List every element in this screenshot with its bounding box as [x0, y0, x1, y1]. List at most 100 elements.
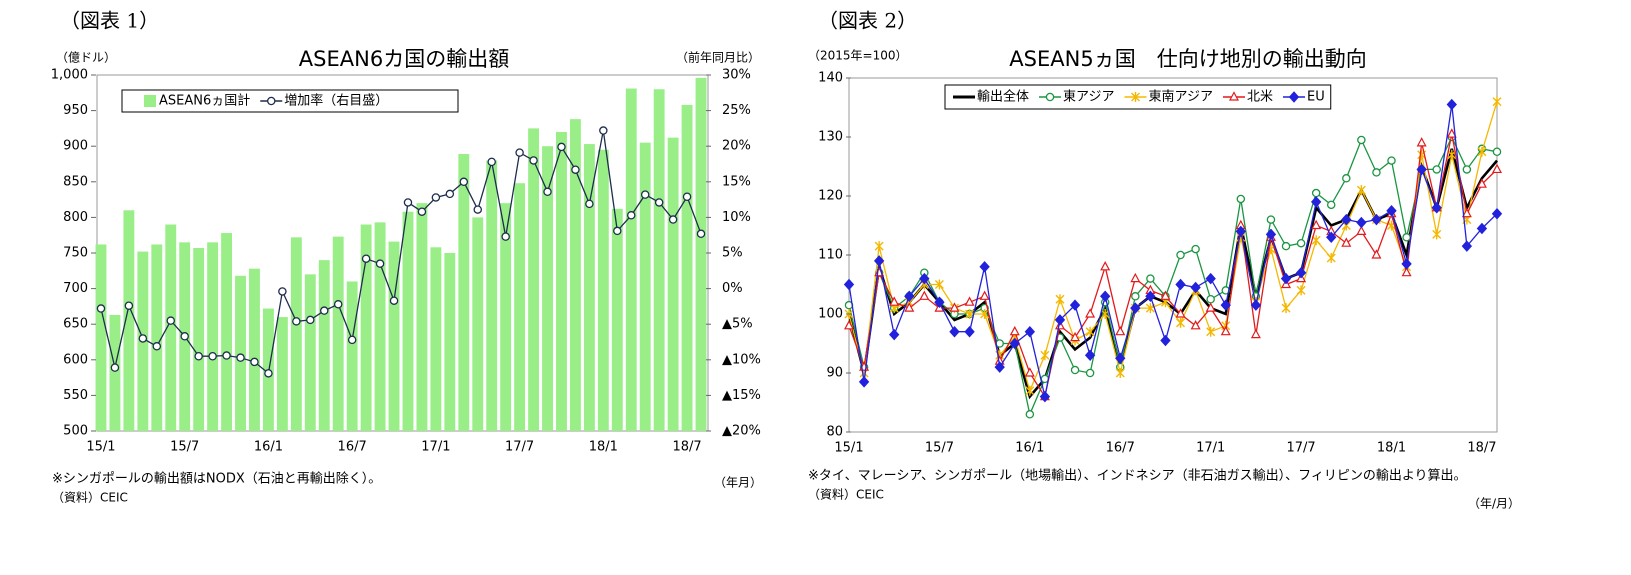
marker — [1266, 215, 1276, 224]
marker — [1326, 252, 1336, 263]
legend-marker — [1228, 91, 1239, 101]
marker — [1387, 156, 1396, 165]
marker — [250, 357, 259, 367]
legend-label: ASEAN6ヵ国計 — [159, 93, 250, 109]
y2-tick-label: 20% — [722, 139, 751, 154]
bar — [472, 217, 484, 431]
marker — [640, 190, 650, 199]
marker — [682, 192, 692, 202]
bar — [430, 247, 442, 431]
marker — [1160, 334, 1171, 347]
legend-item: 東南アジア — [1124, 89, 1213, 105]
marker — [1296, 285, 1306, 296]
bar — [123, 210, 135, 431]
bar — [290, 237, 302, 431]
y-tick-label: 900 — [63, 139, 88, 154]
bar — [221, 233, 233, 431]
y-tick-label: 80 — [826, 425, 843, 440]
bar — [681, 104, 693, 432]
bar — [235, 275, 246, 431]
legend-item: 東アジア — [1039, 89, 1115, 105]
bar — [444, 253, 456, 431]
marker — [1476, 222, 1488, 235]
marker — [1115, 368, 1125, 378]
marker — [557, 142, 566, 152]
legend-swatch — [144, 95, 156, 107]
marker — [1265, 228, 1277, 241]
x-tick-label: 16/1 — [254, 440, 283, 455]
marker — [459, 177, 469, 187]
marker — [1356, 185, 1366, 196]
x-tick-label: 17/1 — [421, 440, 450, 455]
x-tick-label: 18/1 — [1377, 441, 1406, 456]
marker — [1311, 219, 1322, 230]
marker — [844, 320, 854, 330]
figure-label: （図表 2） — [818, 9, 917, 33]
marker — [1462, 165, 1472, 174]
marker — [166, 316, 175, 325]
marker — [1461, 240, 1473, 252]
bar — [667, 137, 679, 431]
marker — [1431, 202, 1442, 214]
marker — [124, 301, 134, 310]
marker — [1446, 98, 1457, 111]
marker — [1176, 317, 1186, 328]
y2-tick-label: ▲15% — [722, 388, 761, 403]
bar — [528, 128, 540, 431]
marker — [194, 351, 203, 361]
marker — [1235, 225, 1246, 238]
marker — [278, 287, 287, 296]
y2-tick-label: ▲5% — [722, 317, 753, 332]
y-tick-label: 950 — [63, 103, 88, 118]
marker — [1175, 278, 1186, 291]
bar — [109, 314, 121, 431]
marker — [1205, 302, 1216, 312]
y2-tick-label: ▲10% — [722, 352, 761, 367]
chart: （図表 2） ASEAN5ヵ国 仕向け地別の輸出動向 （2015年=100） ※タイ、… — [808, 9, 1520, 511]
legend-marker — [266, 96, 276, 106]
marker — [208, 351, 217, 361]
marker — [1447, 149, 1457, 160]
marker — [1476, 178, 1487, 188]
bar — [346, 281, 358, 431]
bar — [611, 208, 623, 431]
marker — [696, 229, 706, 239]
bar — [374, 222, 386, 431]
marker — [1310, 196, 1322, 208]
marker — [1492, 147, 1502, 156]
marker — [1085, 308, 1096, 318]
y-tick-label: 700 — [63, 281, 88, 296]
marker — [1130, 302, 1141, 314]
marker — [333, 300, 343, 309]
marker — [873, 255, 885, 267]
marker — [919, 290, 930, 300]
legend-marker — [1131, 92, 1140, 102]
y2-tick-label: 10% — [722, 210, 751, 225]
bar — [416, 203, 428, 431]
plot-area — [95, 74, 709, 432]
y-tick-label: 100 — [818, 307, 843, 322]
marker — [994, 361, 1005, 373]
marker — [1039, 390, 1051, 403]
marker — [1100, 261, 1111, 271]
y-tick-label: 750 — [63, 246, 88, 261]
marker — [473, 205, 482, 214]
marker — [599, 126, 608, 135]
marker — [1085, 326, 1095, 337]
note: ※タイ、マレーシア、シンガポール（地場輸出）、インドネシア（非石油ガス輸出）、フ… — [808, 469, 1467, 484]
marker — [501, 232, 510, 241]
y-tick-label: 500 — [63, 424, 88, 439]
marker — [1009, 325, 1020, 336]
marker — [1326, 231, 1337, 244]
bar — [95, 244, 107, 431]
marker — [445, 189, 455, 199]
note: ※シンガポールの輸出額はNODX（石油と再輸出除く）。 — [52, 472, 381, 487]
marker — [1084, 349, 1096, 362]
marker — [627, 211, 636, 220]
marker — [949, 325, 960, 338]
marker — [1371, 213, 1382, 226]
marker — [1190, 281, 1201, 294]
y-tick-label: 850 — [63, 174, 88, 189]
legend-marker — [1045, 92, 1055, 102]
bar — [514, 183, 526, 431]
